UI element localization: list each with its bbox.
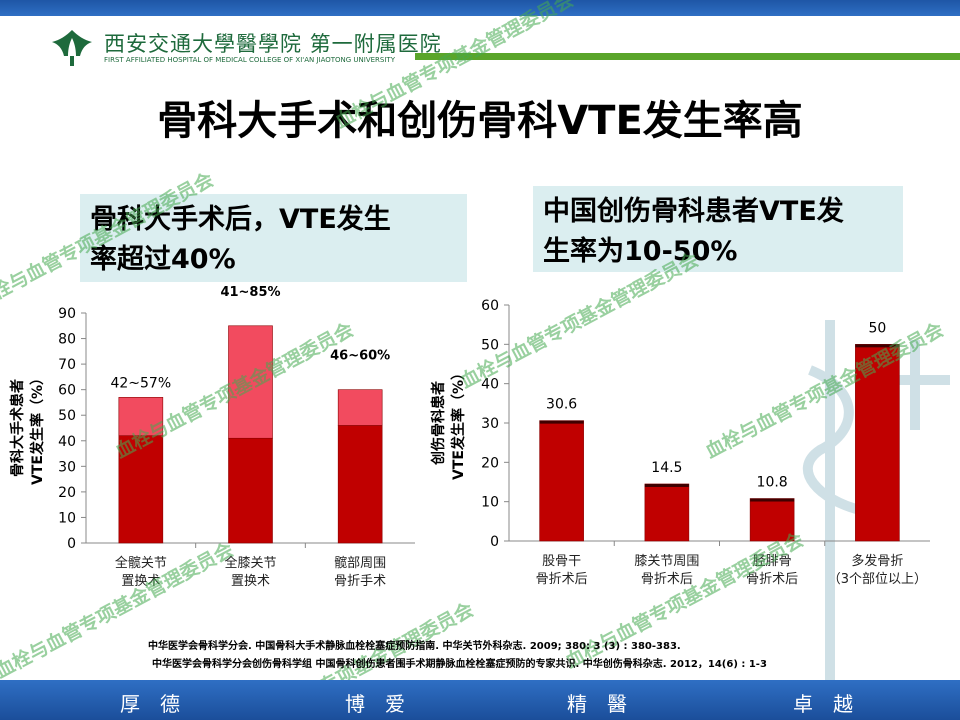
y-axis-title-line2: VTE发生率（%） — [450, 366, 467, 480]
x-tick-label-line2: 骨折术后 — [641, 572, 693, 587]
x-tick-label-line2: 置换术 — [121, 574, 160, 589]
bar — [749, 498, 795, 542]
x-tick-label-line2: 骨折术后 — [746, 572, 798, 587]
y-tick-label: 0 — [490, 534, 499, 550]
bar-top-edge — [539, 420, 584, 424]
x-tick-label-line2: 骨折术后 — [536, 572, 588, 587]
header-divider — [415, 53, 960, 60]
bar-top-edge — [855, 344, 900, 348]
reference-1: 中华医学会骨科学分会. 中国骨科大手术静脉血栓栓塞症预防指南. 中华关节外科杂志… — [148, 641, 681, 652]
hospital-name: 西安交通大學醫學院 第一附属医院 — [104, 32, 442, 56]
y-axis-title-line1: 骨科大手术患者 — [9, 379, 26, 477]
top-bar — [0, 0, 960, 16]
footer-motto-1: 厚德 — [120, 692, 200, 716]
callout-left-line2: 率超过40% — [90, 244, 236, 275]
x-tick-label-line1: 膝关节周围 — [634, 554, 699, 569]
y-tick-label: 0 — [67, 536, 76, 552]
x-tick-label-line1: 全膝关节 — [224, 555, 276, 571]
y-tick-label: 50 — [481, 337, 499, 353]
footer-motto-3: 精醫 — [567, 692, 647, 716]
bar-data-label: 42~57% — [110, 375, 171, 391]
x-tick-label-line1: 髋部周围 — [334, 555, 386, 571]
y-axis-title-line2: VTE发生率（%） — [29, 371, 46, 485]
bar-segment — [337, 425, 383, 544]
bar — [855, 344, 900, 542]
x-tick-label-line1: 股骨干 — [542, 554, 581, 569]
y-tick-label: 70 — [58, 357, 76, 373]
callout-left-line1: 骨科大手术后，VTE发生 — [90, 204, 391, 235]
bar-segment — [228, 437, 273, 544]
bar — [644, 483, 690, 542]
y-tick-label: 30 — [481, 416, 499, 432]
y-tick-label: 80 — [58, 332, 76, 348]
bar-segment — [118, 435, 164, 544]
y-tick-label: 60 — [481, 298, 499, 314]
y-tick-label: 60 — [58, 383, 76, 399]
x-tick-label-line1: 多发骨折 — [851, 553, 903, 569]
reference-2: 中华医学会骨科学分会创伤骨科学组 中国骨科创伤患者围手术期静脉血栓栓塞症预防的专… — [152, 659, 767, 670]
bar-top-edge — [750, 498, 795, 502]
hospital-name-en: FIRST AFFILIATED HOSPITAL OF MEDICAL COL… — [104, 56, 395, 64]
bar-top-edge — [644, 483, 689, 487]
bar-data-label: 14.5 — [651, 460, 682, 476]
chart-ortho-surgery: 0 10 20 30 40 50 60 70 80 90 骨科大手术患者 VTE发生率（%） 全髋关节置… — [9, 285, 415, 589]
hospital-logo-icon — [52, 30, 92, 66]
x-tick-label-line2: 置换术 — [231, 574, 270, 589]
x-tick-label-line2: 骨折手术 — [334, 574, 386, 589]
slide-title: 骨科大手术和创伤骨科VTE发生率高 — [157, 98, 803, 144]
callout-right-line1: 中国创伤骨科患者VTE发 — [543, 196, 844, 227]
x-tick-label-line2: （3个部位以上） — [828, 572, 927, 587]
y-tick-label: 20 — [481, 455, 499, 471]
bar-segment — [228, 325, 273, 439]
bar-data-label: 10.8 — [757, 475, 788, 491]
y-tick-label: 90 — [58, 306, 76, 322]
y-tick-label: 30 — [58, 459, 76, 475]
y-tick-label: 10 — [58, 510, 76, 526]
callout-right: 中国创伤骨科患者VTE发 生率为10-50% — [533, 186, 903, 272]
x-tick-label-line1: 全髋关节 — [115, 555, 167, 571]
y-tick-label: 40 — [58, 434, 76, 450]
bar-segment — [118, 397, 164, 436]
callout-right-line2: 生率为10-50% — [543, 236, 738, 267]
footer-bar: 厚德 博爱 精醫 卓越 — [0, 680, 960, 720]
bar-data-label: 41~85% — [220, 285, 280, 300]
footer-motto-4: 卓越 — [793, 692, 873, 716]
callout-left: 骨科大手术后，VTE发生 率超过40% — [80, 194, 467, 282]
bar-data-label: 50 — [868, 320, 886, 336]
y-tick-label: 10 — [481, 495, 499, 511]
x-tick-label-line1: 胫腓骨 — [753, 553, 792, 569]
y-tick-label: 20 — [58, 485, 76, 501]
y-tick-label: 40 — [481, 377, 499, 393]
bar-data-label: 46~60% — [330, 349, 390, 364]
bar-data-label: 30.6 — [546, 397, 577, 413]
bar — [539, 420, 584, 542]
y-tick-label: 50 — [58, 408, 76, 424]
y-axis-title-line1: 创伤骨科患者 — [430, 381, 447, 466]
bar-segment — [337, 389, 383, 426]
footer-motto-2: 博爱 — [345, 692, 425, 716]
